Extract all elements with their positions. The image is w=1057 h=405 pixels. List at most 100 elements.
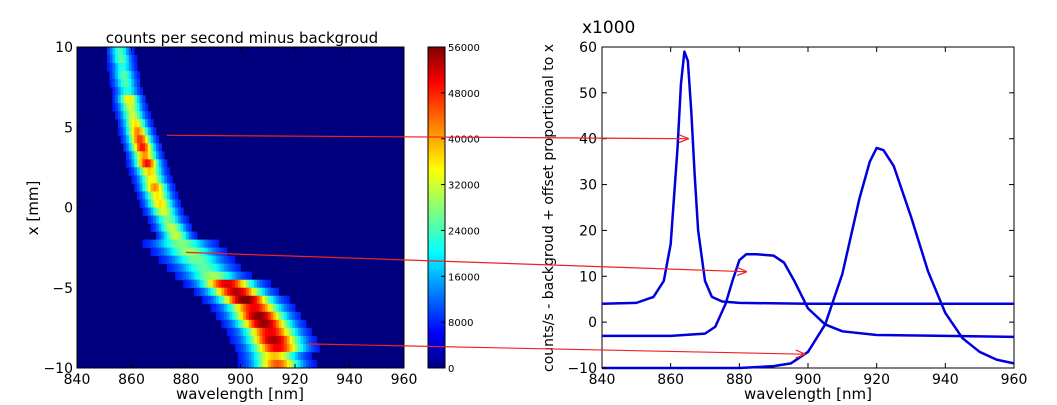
heatmap-cell (251, 319, 255, 329)
heatmap-cell (126, 95, 130, 104)
heatmap-cell (275, 287, 280, 297)
heatmap-cell (175, 191, 179, 200)
heatmap-cell (156, 175, 160, 184)
heatmap-cell (158, 175, 162, 184)
heatmap-cell (134, 71, 138, 80)
heatmap-cell (300, 335, 304, 345)
heatmap-cell (177, 223, 181, 232)
annotation-arrows (166, 135, 805, 354)
heatmap-cell (172, 255, 176, 265)
heatmap-cell (232, 319, 236, 329)
heatmap-cell (183, 279, 187, 289)
heatmap-x-tick-label: 920 (282, 372, 309, 388)
heatmap-cell (256, 351, 260, 361)
heatmap-cell (262, 343, 266, 353)
heatmap-cell (177, 215, 181, 224)
heatmap-cell (191, 279, 195, 289)
heatmap-cell (232, 271, 236, 281)
heatmap-cell (273, 319, 277, 329)
heatmap-cell (284, 359, 288, 369)
heatmap-cell (237, 263, 241, 273)
heatmap-cell (273, 295, 277, 305)
heatmap-cell (191, 239, 195, 249)
heatmap-cell (158, 151, 162, 160)
heatmap-cell (202, 255, 206, 265)
heatmap-cell (245, 311, 250, 321)
heatmap-cell (251, 311, 255, 321)
heatmap-cell (128, 119, 132, 128)
heatmap-cell (136, 143, 141, 152)
heatmap-cell (281, 327, 285, 337)
heatmap-cell (248, 327, 252, 337)
heatmap-cell (210, 303, 214, 313)
heatmap-cell (117, 119, 121, 128)
heatmap-cell (186, 231, 190, 240)
heatmap-cell (281, 319, 285, 329)
heatmap-cell (235, 263, 239, 273)
heatmap-cell (145, 111, 149, 120)
heatmap-cell (115, 95, 119, 104)
heatmap-cell (156, 215, 160, 224)
heatmap-cell (262, 287, 266, 297)
colorbar-tick-label: 40000 (448, 135, 480, 146)
heatmap-cell (224, 279, 228, 289)
heatmap-cell (109, 79, 113, 88)
heatmap-cell (134, 175, 138, 184)
heatmap-cell (180, 223, 184, 232)
heatmap-cell (314, 359, 318, 369)
heatmap-cell (126, 71, 130, 80)
heatmap-cell (172, 191, 176, 200)
heatmap-cell (210, 279, 214, 289)
heatmap-cell (139, 95, 143, 104)
heatmap-cell (316, 343, 320, 353)
heatmap-cell (295, 319, 299, 329)
heatmap-cell (123, 143, 127, 152)
heatmap-cell (243, 279, 247, 289)
heatmap-cell (142, 175, 146, 184)
heatmap-cell (150, 167, 154, 176)
heatmap-cell (221, 279, 225, 289)
heatmap-cell (226, 311, 230, 321)
heatmap-cell (215, 239, 220, 249)
heatmap-cell (199, 263, 203, 273)
heatmap-y-tick-label: −10 (43, 361, 73, 377)
heatmap-cell (175, 215, 179, 224)
heatmap-cell (243, 343, 247, 353)
heatmap-x-tick-label: 860 (118, 372, 145, 388)
heatmap-cells (106, 47, 320, 369)
heatmap-cell (289, 303, 293, 313)
heatmap-cell (188, 231, 192, 240)
heatmap-cell (126, 135, 130, 144)
heatmap-cell (207, 239, 211, 249)
heatmap-cell (166, 239, 171, 249)
heatmap-cell (251, 335, 255, 345)
heatmap-cell (275, 303, 280, 313)
heatmap-cell (150, 175, 154, 184)
heatmap-cell (115, 55, 119, 64)
heatmap-cell (139, 191, 143, 200)
heatmap-cell (265, 295, 269, 305)
heatmap-cell (191, 255, 195, 265)
heatmap-cell (215, 279, 220, 289)
heatmap-cell (243, 295, 247, 305)
heatmap-cell (226, 295, 230, 305)
heatmap-cell (205, 239, 209, 249)
heatmap-cell (270, 327, 274, 337)
heatmap-cell (194, 287, 198, 297)
heatmap-cell (134, 55, 138, 64)
heatmap-cell (120, 127, 124, 136)
heatmap-cell (273, 311, 277, 321)
heatmap-cell (286, 359, 290, 369)
heatmap-cell (240, 271, 244, 281)
heatmap-cell (256, 295, 260, 305)
heatmap-cell (115, 111, 119, 120)
heatmap-cell (256, 343, 260, 353)
heatmap-cell (251, 343, 255, 353)
heatmap-cell (237, 303, 241, 313)
heatmap-cell (292, 327, 296, 337)
annotation-arrow-1 (166, 135, 688, 138)
heatmap-cell (147, 183, 151, 192)
heatmap-cell (131, 87, 135, 96)
heatmap-cell (164, 239, 168, 249)
line-plot-scale-label: x1000 (582, 18, 635, 38)
